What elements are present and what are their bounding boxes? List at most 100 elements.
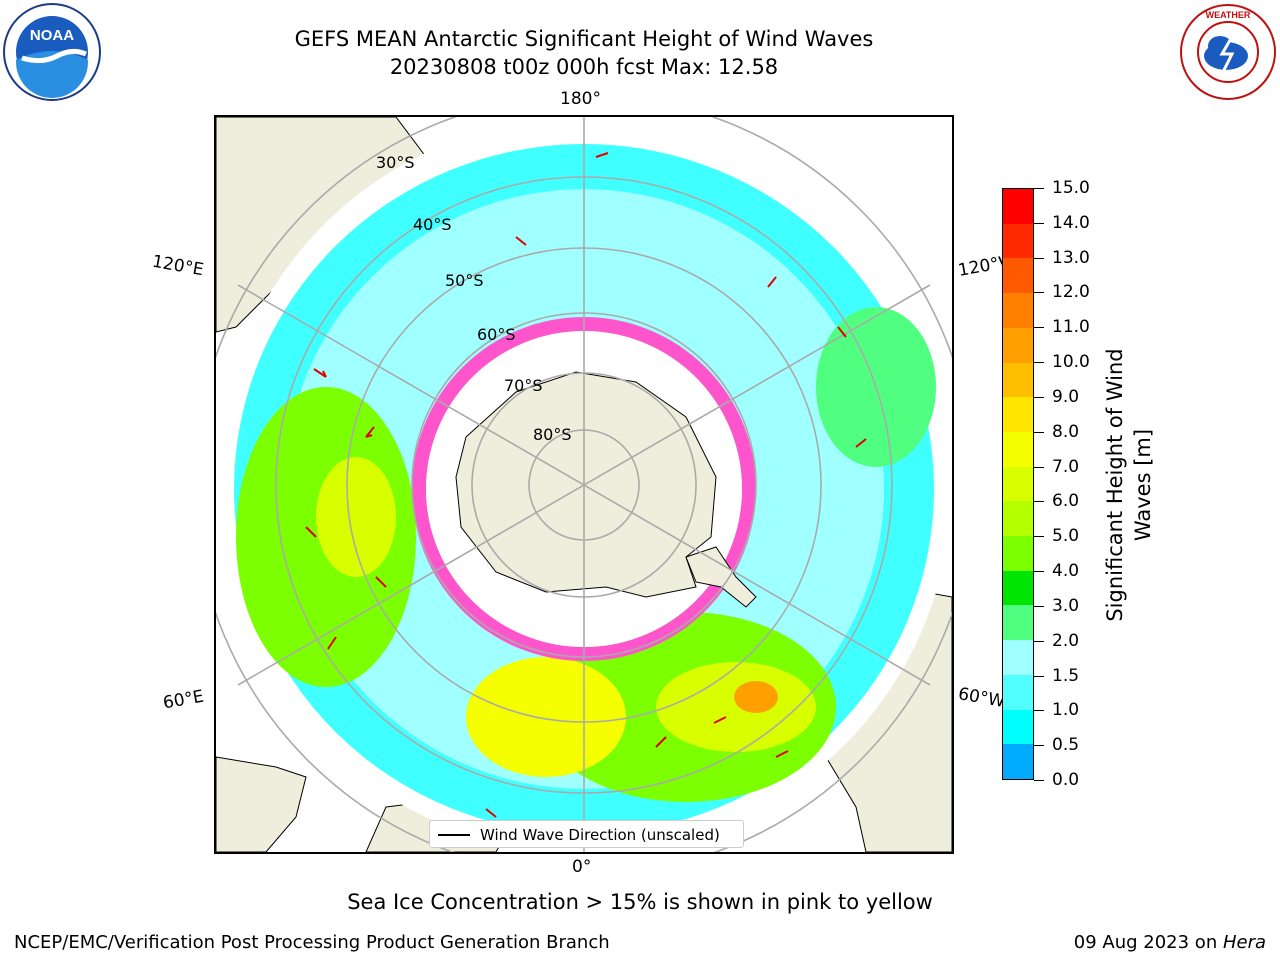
colorbar-segment — [1003, 397, 1033, 432]
wave-field-atlantic-core — [656, 662, 816, 752]
colorbar — [1002, 188, 1034, 780]
colorbar-tick-label: 0.0 — [1052, 770, 1080, 790]
colorbar-segment — [1003, 327, 1033, 363]
colorbar-tick — [1034, 640, 1044, 642]
africa-land — [216, 756, 307, 852]
legend-label: Wind Wave Direction (unscaled) — [480, 826, 720, 844]
colorbar-fill — [1003, 189, 1033, 779]
colorbar-tick-label: 15.0 — [1052, 178, 1090, 198]
footer-date: 09 Aug 2023 on — [1073, 932, 1223, 953]
wave-field-indian-core — [316, 457, 396, 577]
wave-field-south-atlantic — [466, 657, 626, 777]
colorbar-segment — [1003, 640, 1033, 675]
colorbar-segment — [1003, 674, 1033, 710]
colorbar-segment — [1003, 570, 1033, 606]
colorbar-tick — [1034, 745, 1044, 747]
arrow — [515, 236, 527, 246]
colorbar-tick — [1034, 222, 1044, 224]
colorbar-tick — [1034, 571, 1044, 573]
lat-label-50: 50°S — [445, 271, 484, 290]
lon-label-180: 180° — [560, 89, 601, 109]
arrow — [305, 526, 317, 538]
svg-text:NOAA: NOAA — [30, 27, 74, 44]
colorbar-tick — [1034, 257, 1044, 259]
colorbar-tick-label: 7.0 — [1052, 456, 1080, 477]
colorbar-tick-label: 14.0 — [1052, 212, 1090, 233]
arrow — [713, 716, 727, 724]
arrow — [837, 326, 847, 338]
antarctic-peninsula — [685, 546, 757, 608]
lat-label-80: 80°S — [533, 425, 572, 444]
map-panel: 30°S 40°S 50°S 60°S 70°S 80°S Wind Wave … — [214, 115, 954, 854]
lon-label-60w: 60°W — [956, 684, 1007, 712]
chart-title: GEFS MEAN Antarctic Significant Height o… — [294, 27, 874, 51]
colorbar-tick-label: 3.0 — [1052, 595, 1080, 616]
svg-text:WEATHER: WEATHER — [1206, 10, 1251, 20]
colorbar-tick — [1034, 780, 1044, 781]
colorbar-tick-label: 4.0 — [1052, 561, 1080, 582]
colorbar-tick-label: 1.5 — [1052, 665, 1080, 686]
arrow — [313, 368, 327, 378]
lon-label-60e: 60°E — [161, 686, 206, 714]
colorbar-segment — [1003, 501, 1033, 537]
wave-direction-arrows — [305, 152, 867, 818]
polar-map — [216, 117, 952, 852]
colorbar-segment — [1003, 223, 1033, 259]
sea-ice-note: Sea Ice Concentration > 15% is shown in … — [347, 890, 933, 914]
footer-machine: Hera — [1222, 932, 1266, 953]
colorbar-segment — [1003, 362, 1033, 398]
lat-label-30: 30°S — [376, 153, 415, 172]
colorbar-tick-label: 5.0 — [1052, 526, 1080, 547]
lat-label-60: 60°S — [477, 325, 516, 344]
nws-logo: WEATHER — [1180, 4, 1276, 100]
colorbar-tick — [1034, 466, 1044, 468]
colorbar-segment — [1003, 466, 1033, 502]
colorbar-tick — [1034, 188, 1044, 189]
arrow — [855, 438, 867, 448]
noaa-logo: NOAA — [3, 3, 101, 101]
colorbar-segment — [1003, 258, 1033, 294]
lat-label-40: 40°S — [413, 215, 452, 234]
colorbar-tick-label: 13.0 — [1052, 247, 1090, 268]
colorbar-segment — [1003, 293, 1033, 328]
wave-field-max — [734, 681, 778, 713]
arrow — [595, 152, 609, 158]
arrow — [775, 750, 789, 758]
colorbar-segment — [1003, 536, 1033, 571]
arrow — [365, 426, 375, 438]
colorbar-tick-label: 12.0 — [1052, 282, 1090, 303]
colorbar-tick — [1034, 431, 1044, 433]
colorbar-tick — [1034, 327, 1044, 329]
arrow — [485, 808, 497, 818]
colorbar-tick-label: 10.0 — [1052, 352, 1090, 373]
legend-line — [438, 834, 470, 836]
colorbar-segment — [1003, 709, 1033, 745]
colorbar-tick — [1034, 675, 1044, 677]
colorbar-segment — [1003, 605, 1033, 641]
colorbar-tick — [1034, 501, 1044, 503]
graticule — [216, 117, 952, 852]
colorbar-tick — [1034, 605, 1044, 607]
colorbar-tick-label: 11.0 — [1052, 317, 1090, 338]
footer-right: 09 Aug 2023 on Hera — [1074, 932, 1266, 953]
arrow — [767, 276, 777, 288]
lon-label-0: 0° — [572, 857, 592, 877]
colorbar-segment — [1003, 744, 1033, 779]
chart-subtitle: 20230808 t00z 000h fcst Max: 12.58 — [389, 55, 779, 79]
colorbar-label: Significant Height of Wind Waves [m] — [1103, 348, 1155, 622]
colorbar-tick-label: 2.0 — [1052, 630, 1080, 651]
arrow — [375, 576, 387, 588]
colorbar-tick-label: 8.0 — [1052, 421, 1080, 442]
lon-label-120e: 120°E — [150, 251, 206, 281]
colorbar-tick — [1034, 536, 1044, 538]
colorbar-tick — [1034, 292, 1044, 294]
arrow — [655, 736, 667, 748]
colorbar-segment — [1003, 431, 1033, 467]
colorbar-segment — [1003, 189, 1033, 224]
colorbar-tick-label: 0.5 — [1052, 735, 1080, 756]
colorbar-tick-label: 1.0 — [1052, 700, 1080, 721]
wave-direction-legend: Wind Wave Direction (unscaled) — [429, 820, 744, 848]
colorbar-tick-label: 6.0 — [1052, 491, 1080, 512]
footer-left: NCEP/EMC/Verification Post Processing Pr… — [14, 932, 610, 953]
lat-label-70: 70°S — [504, 376, 543, 395]
